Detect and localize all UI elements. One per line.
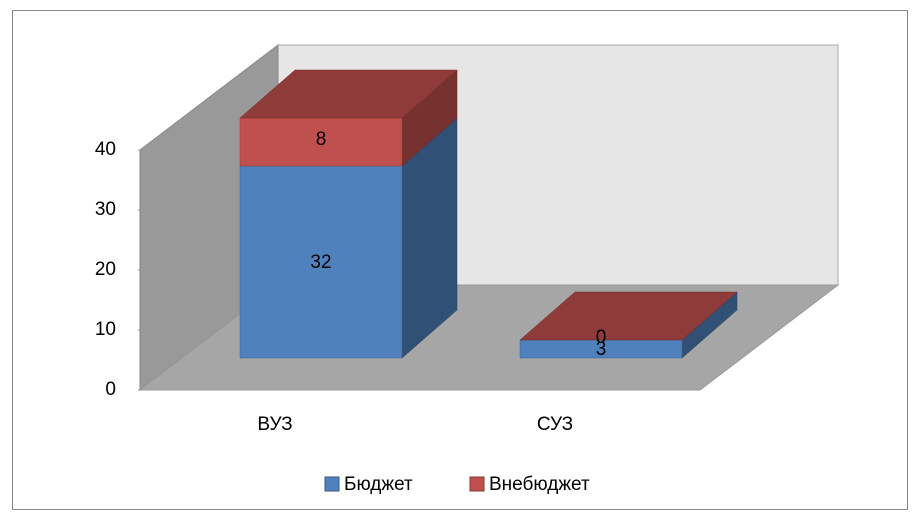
y-tick-label: 40 [95,139,116,160]
legend-label: Бюджет [344,474,413,495]
bar [239,165,403,359]
legend-swatch [324,476,340,492]
bar [239,117,403,167]
data-label: 32 [310,252,331,273]
y-tick-label: 30 [95,199,116,220]
data-label: 0 [596,327,607,348]
bar-top [239,69,458,119]
legend-label: Внебюджет [489,474,590,495]
y-tick-label: 10 [95,319,116,340]
x-tick-label: СУЗ [537,414,573,435]
data-label: 3 [596,339,607,360]
x-tick-label: ВУЗ [257,414,292,435]
y-tick-label: 20 [95,259,116,280]
y-tick-label: 0 [105,379,116,400]
data-label: 8 [316,129,327,150]
legend-swatch [469,476,485,492]
bar-top [519,291,738,341]
